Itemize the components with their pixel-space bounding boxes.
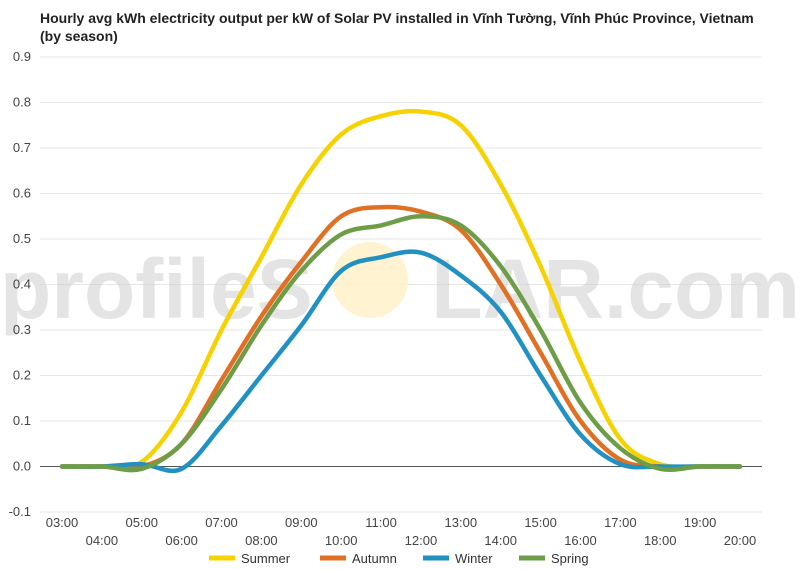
series-line-spring xyxy=(59,214,743,473)
y-tick-label: -0.1 xyxy=(9,504,31,519)
legend-label-winter: Winter xyxy=(455,551,493,566)
x-tick-label: 06:00 xyxy=(165,533,198,548)
x-tick-label: 14:00 xyxy=(484,533,517,548)
series-lines xyxy=(59,108,743,474)
x-tick-label: 18:00 xyxy=(644,533,677,548)
legend-label-spring: Spring xyxy=(551,551,589,566)
y-tick-label: 0.9 xyxy=(13,49,31,64)
x-tick-label: 10:00 xyxy=(325,533,358,548)
x-axis-ticks: 03:00 04:00 05:00 06:00 07:00 08:00 09:00 10:00… xyxy=(46,515,757,548)
series-line-summer xyxy=(59,108,743,470)
y-tick-label: 0.6 xyxy=(13,186,31,201)
x-tick-label: 19:00 xyxy=(684,515,717,530)
x-tick-label: 03:00 xyxy=(46,515,79,530)
y-tick-label: 0.4 xyxy=(13,277,31,292)
x-tick-label: 09:00 xyxy=(285,515,318,530)
y-axis-ticks: -0.1 0.0 0.1 0.2 0.3 0.4 0.5 0.6 0.7 0.8 0.9 xyxy=(9,49,31,519)
legend-label-summer: Summer xyxy=(241,551,291,566)
x-tick-label: 05:00 xyxy=(125,515,158,530)
watermark-sun xyxy=(332,242,408,318)
x-tick-label: 13:00 xyxy=(445,515,478,530)
x-tick-label: 07:00 xyxy=(205,515,238,530)
series-line-winter xyxy=(59,249,743,474)
x-tick-label: 17:00 xyxy=(604,515,637,530)
x-tick-label: 11:00 xyxy=(365,515,397,530)
x-tick-label: 16:00 xyxy=(564,533,597,548)
y-tick-label: 0.3 xyxy=(13,322,31,337)
x-tick-label: 20:00 xyxy=(724,533,757,548)
y-tick-label: 0.8 xyxy=(13,95,31,110)
watermark-text-right: LAR.com xyxy=(431,242,800,336)
y-tick-label: 0.2 xyxy=(13,368,31,383)
x-tick-label: 08:00 xyxy=(245,533,278,548)
x-tick-label: 04:00 xyxy=(86,533,119,548)
y-tick-label: 0.1 xyxy=(13,413,31,428)
y-tick-label: 0.0 xyxy=(13,459,31,474)
legend-label-autumn: Autumn xyxy=(352,551,397,566)
y-tick-label: 0.5 xyxy=(13,231,31,246)
x-tick-label: 15:00 xyxy=(524,515,557,530)
y-tick-label: 0.7 xyxy=(13,140,31,155)
watermark: profileS LAR.com xyxy=(0,242,800,336)
chart-title: Hourly avg kWh electricity output per kW… xyxy=(40,10,754,44)
x-tick-label: 12:00 xyxy=(405,533,438,548)
legend: Summer Autumn Winter Spring xyxy=(209,551,589,566)
